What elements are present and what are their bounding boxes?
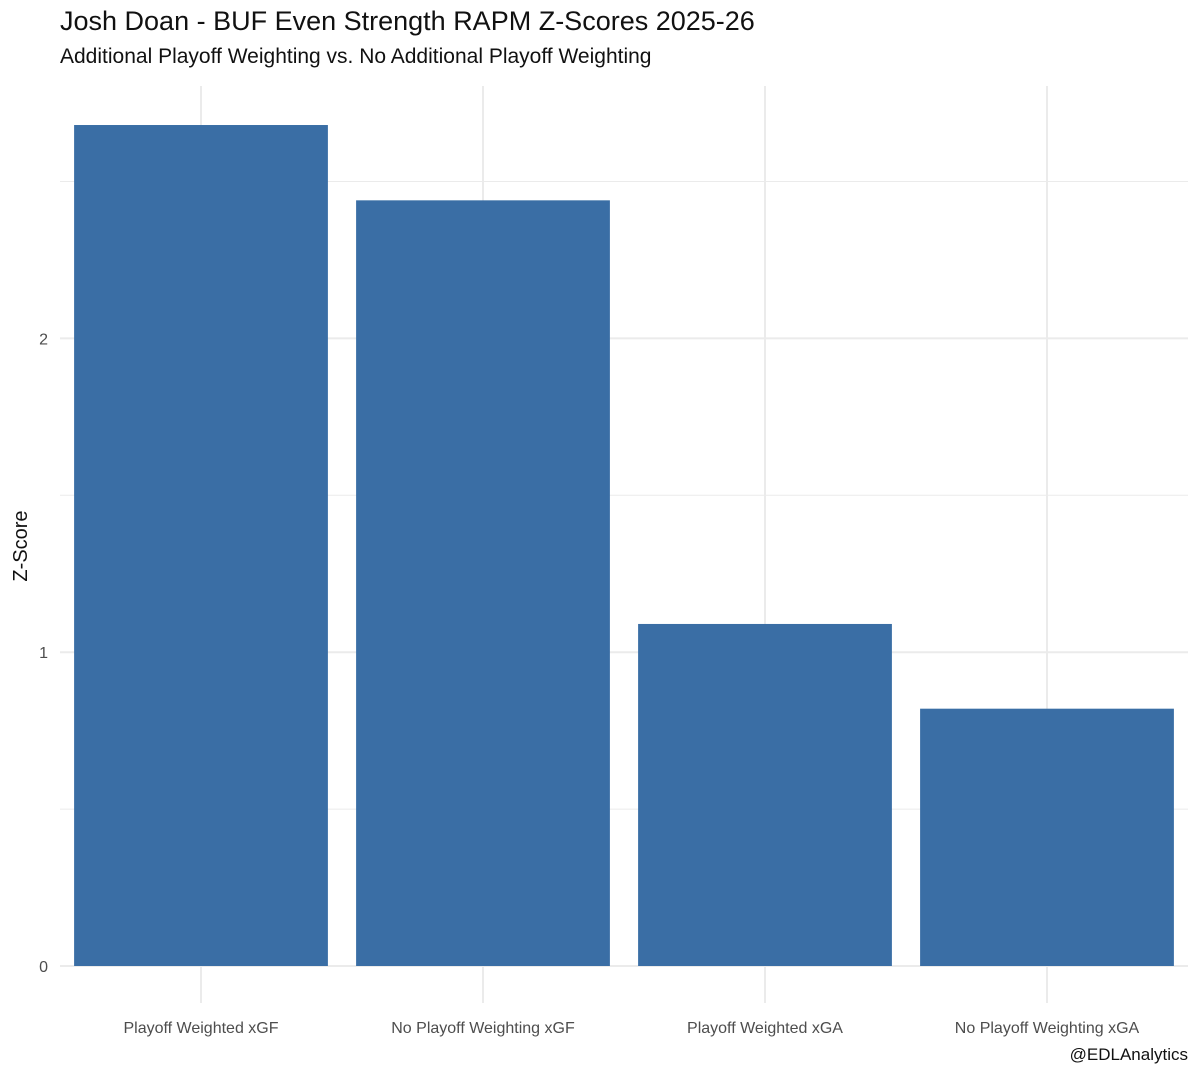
chart-title: Josh Doan - BUF Even Strength RAPM Z-Sco… (60, 6, 755, 36)
y-axis-title: Z-Score (10, 510, 32, 581)
x-tick-label: Playoff Weighted xGA (687, 1020, 843, 1037)
y-tick-label: 2 (39, 331, 48, 348)
bar (638, 623, 892, 966)
x-tick-labels: Playoff Weighted xGF No Playoff Weighting… (123, 1020, 1139, 1037)
bar (920, 708, 1174, 966)
x-tick-label: No Playoff Weighting xGA (955, 1020, 1140, 1037)
bar (356, 200, 610, 966)
caption: @EDLAnalytics (1069, 1045, 1188, 1064)
y-tick-label: 0 (39, 959, 48, 976)
bars (74, 125, 1174, 967)
bar (74, 125, 328, 967)
chart-subtitle: Additional Playoff Weighting vs. No Addi… (60, 45, 652, 68)
y-tick-label: 1 (39, 645, 48, 662)
x-tick-label: No Playoff Weighting xGF (391, 1020, 575, 1037)
y-tick-labels: 0 1 2 (39, 331, 48, 976)
x-tick-label: Playoff Weighted xGF (123, 1020, 278, 1037)
